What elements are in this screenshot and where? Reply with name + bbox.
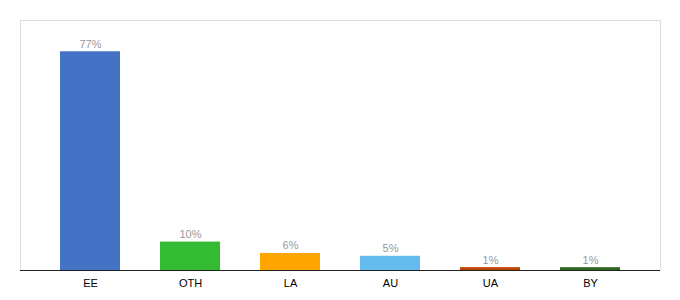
svg-text:1%: 1% bbox=[583, 254, 599, 266]
svg-text:6%: 6% bbox=[283, 239, 299, 251]
svg-text:EE: EE bbox=[83, 277, 98, 289]
svg-text:1%: 1% bbox=[483, 254, 499, 266]
svg-text:BY: BY bbox=[583, 277, 598, 289]
svg-text:LA: LA bbox=[284, 277, 298, 289]
svg-text:5%: 5% bbox=[383, 242, 399, 254]
svg-text:77%: 77% bbox=[79, 38, 101, 50]
svg-text:AU: AU bbox=[383, 277, 398, 289]
svg-text:OTH: OTH bbox=[179, 277, 202, 289]
svg-text:UA: UA bbox=[483, 277, 499, 289]
svg-text:10%: 10% bbox=[179, 228, 201, 240]
